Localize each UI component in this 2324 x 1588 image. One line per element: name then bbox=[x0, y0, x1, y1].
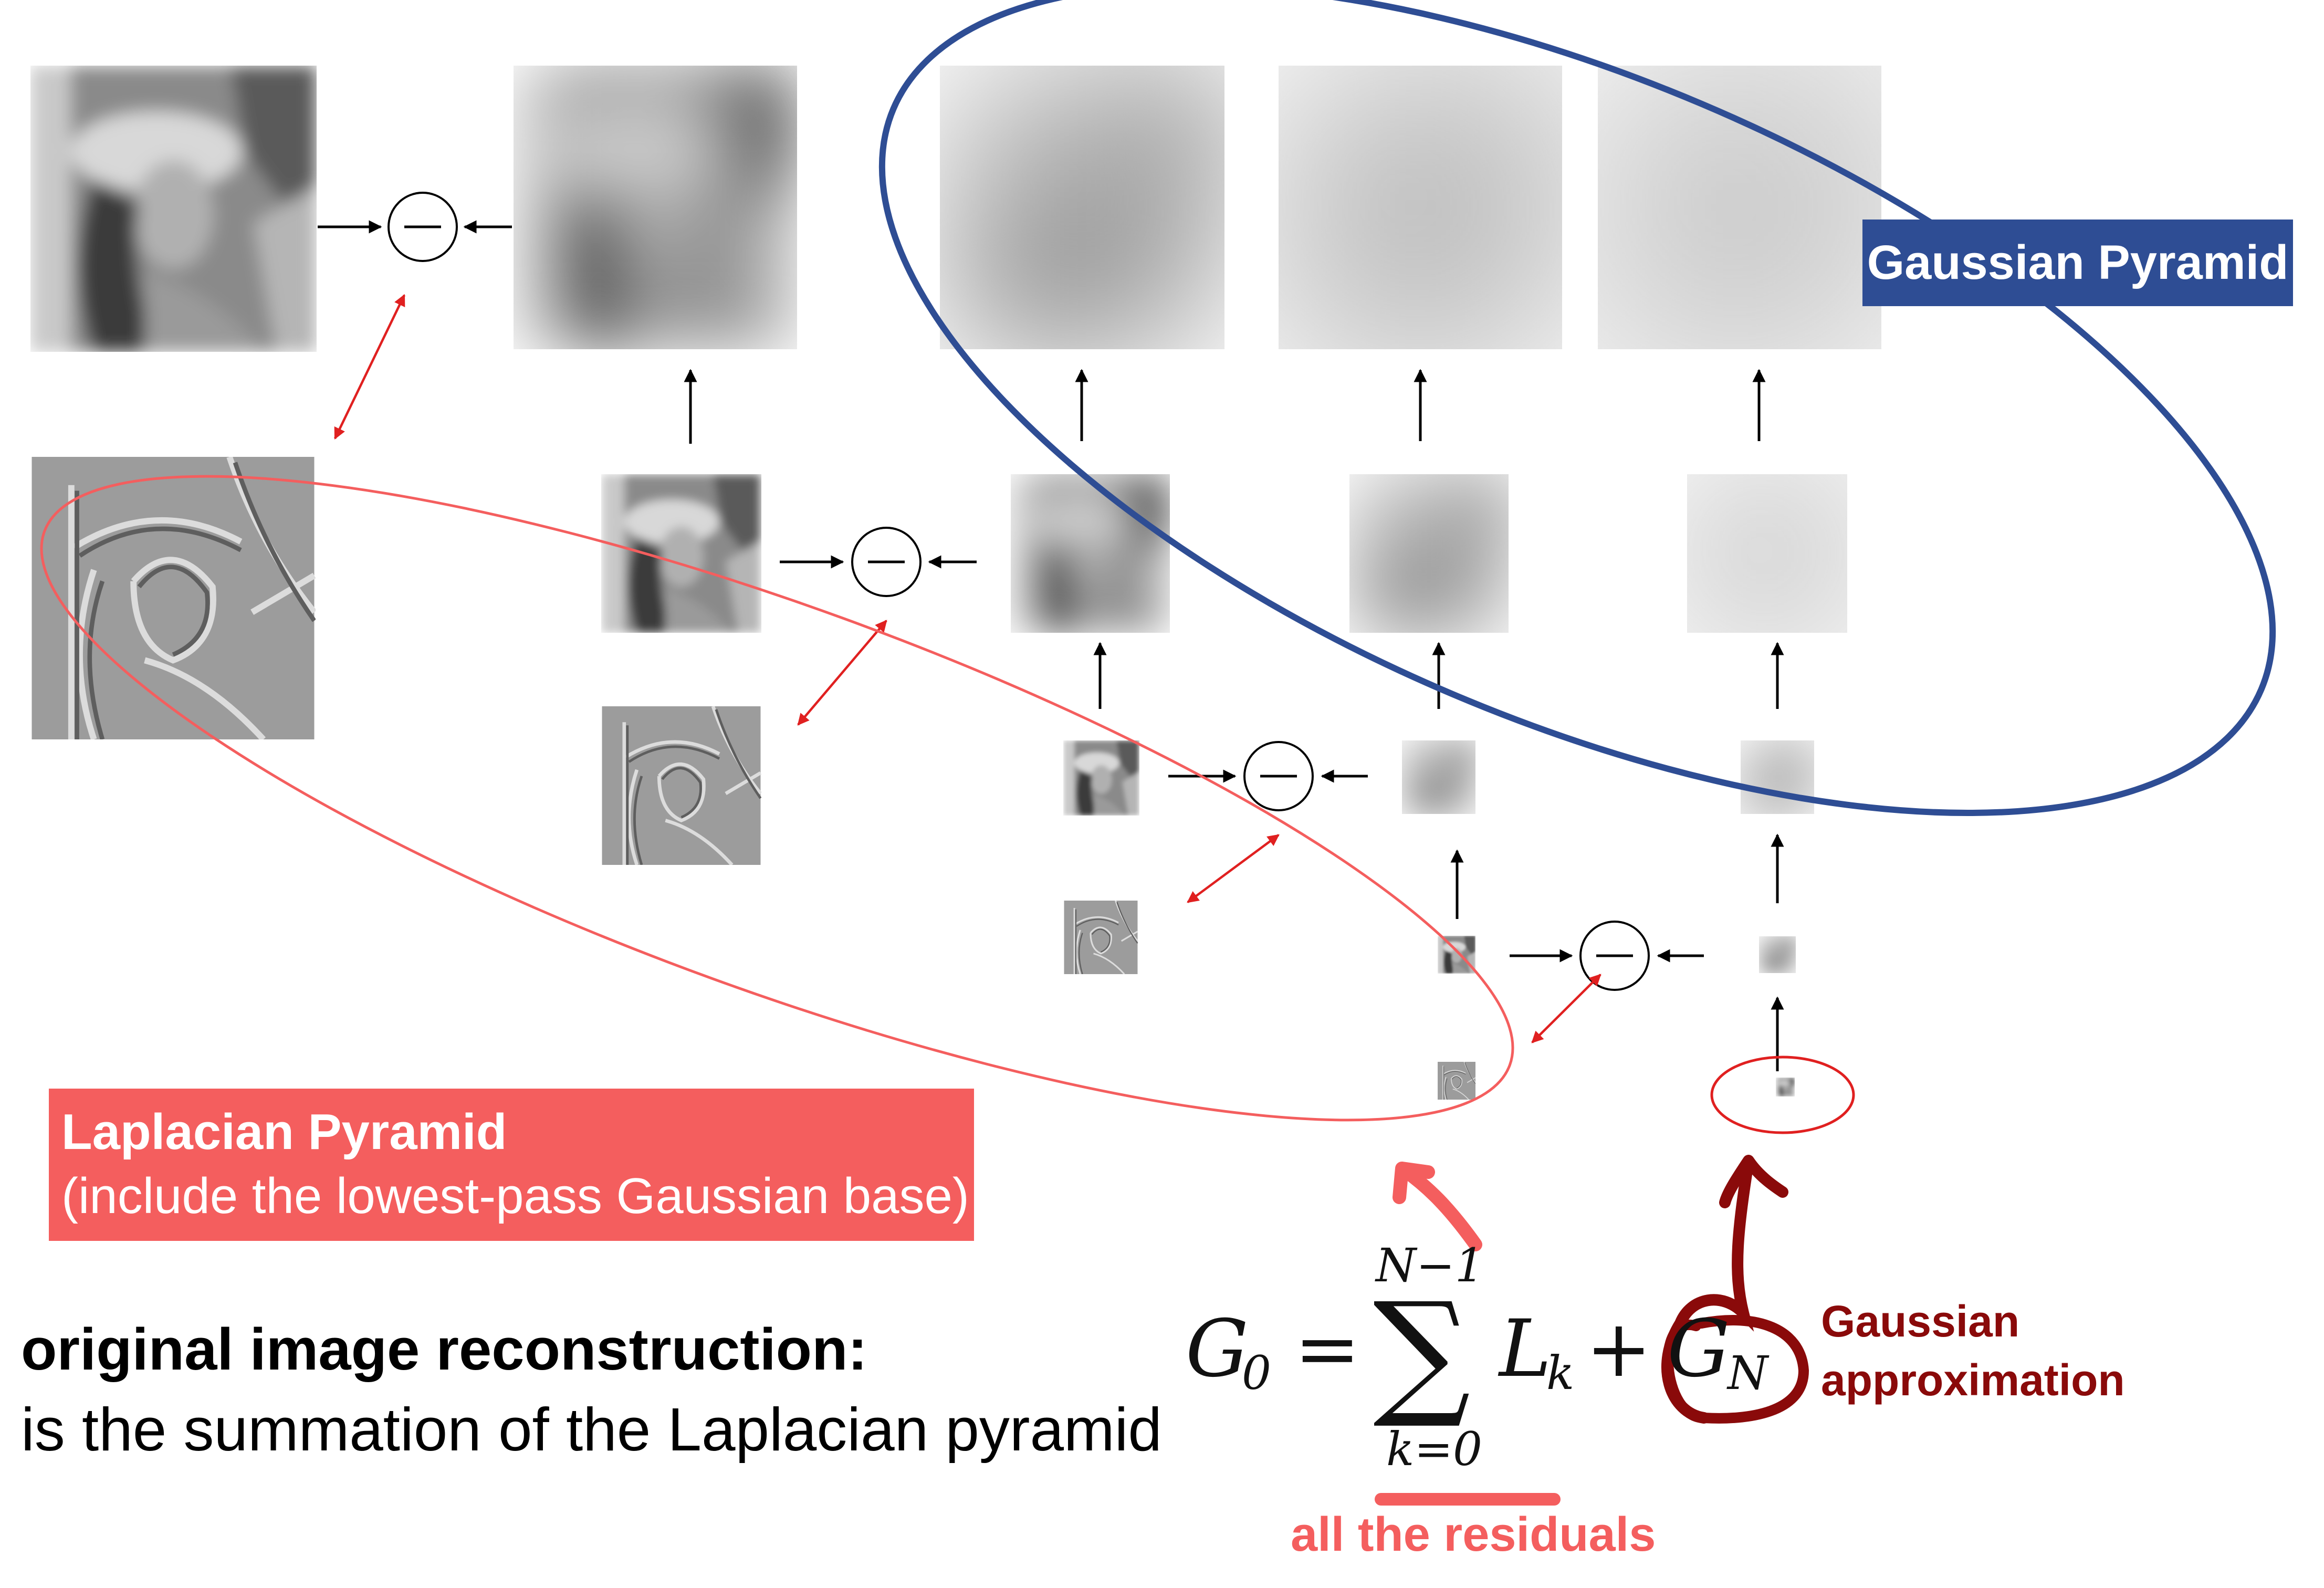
formula-lhs-sub: 0 bbox=[1242, 1346, 1271, 1400]
formula-term: L bbox=[1498, 1303, 1552, 1395]
formula-term-sub: k bbox=[1546, 1346, 1574, 1400]
image-g2-blur-row2 bbox=[1349, 474, 1509, 633]
gaussian-approximation-line1: Gaussian bbox=[1821, 1297, 2020, 1346]
image-g1 bbox=[602, 474, 761, 633]
image-laplacian-l3 bbox=[1438, 1062, 1475, 1100]
gaussian-base-outline bbox=[1710, 1056, 1855, 1134]
laplacian-pyramid-label: Laplacian Pyramid (include the lowest-pa… bbox=[49, 1089, 974, 1241]
laplacian-label-title: Laplacian Pyramid bbox=[61, 1104, 507, 1160]
image-original bbox=[30, 66, 317, 352]
image-gaussian-base bbox=[1776, 1078, 1795, 1096]
formula-gauss-term: G bbox=[1667, 1303, 1730, 1395]
reconstruction-body: is the summation of the Laplacian pyrami… bbox=[21, 1395, 1162, 1464]
formula-plus: + bbox=[1586, 1303, 1652, 1395]
subtract-operator-4 bbox=[1579, 921, 1650, 991]
image-g3-small-blur bbox=[1759, 936, 1796, 973]
subtract-operator-1 bbox=[388, 192, 458, 262]
image-g1-blur bbox=[1011, 474, 1170, 633]
gaussian-approximation-note: Gaussian approximation bbox=[1821, 1292, 2125, 1409]
image-g3-upsampled bbox=[1598, 66, 1881, 349]
formula-sum-lower: k=0 bbox=[1386, 1422, 1482, 1476]
formula-lhs: G bbox=[1186, 1303, 1249, 1395]
image-g3-blur-row3 bbox=[1741, 740, 1814, 814]
image-g3-blur-row2 bbox=[1688, 474, 1847, 633]
laplacian-label-subtitle: (include the lowest-pass Gaussian base) bbox=[61, 1168, 969, 1224]
image-laplacian-l2 bbox=[1063, 901, 1138, 974]
gaussian-approximation-line2: approximation bbox=[1821, 1355, 2125, 1405]
all-residuals-note: all the residuals bbox=[1291, 1508, 1656, 1561]
gaussian-pyramid-outline bbox=[878, 0, 2276, 817]
formula-sum-symbol: ∑ bbox=[1373, 1273, 1471, 1432]
formula-gauss-sub: N bbox=[1726, 1346, 1770, 1400]
formula-equals: = bbox=[1294, 1303, 1360, 1395]
image-g2-blur bbox=[1402, 740, 1475, 814]
formula-sum-upper: N−1 bbox=[1375, 1238, 1484, 1292]
image-g0-blur bbox=[514, 66, 797, 349]
gaussian-pyramid-label: Gaussian Pyramid bbox=[1862, 220, 2293, 306]
image-g3 bbox=[1438, 936, 1475, 974]
flow-arrows bbox=[318, 220, 1784, 1071]
reconstruction-formula: G 0 = N−1 ∑ k=0 L k + G N bbox=[1186, 1238, 1770, 1476]
image-g2 bbox=[1064, 740, 1139, 816]
laplacian-pyramid-outline bbox=[40, 475, 1514, 1122]
image-g2-upsampled bbox=[1279, 66, 1562, 349]
subtract-operator-2 bbox=[851, 527, 922, 597]
gaussian-term-circle bbox=[1662, 1315, 1809, 1424]
image-laplacian-l1 bbox=[602, 706, 761, 865]
subtract-operator-3 bbox=[1243, 741, 1314, 811]
residual-arrows bbox=[333, 294, 1601, 1043]
image-g1-upsampled bbox=[940, 66, 1224, 349]
reconstruction-title: original image reconstruction: bbox=[21, 1317, 867, 1382]
residual-pointer-arrow bbox=[1393, 1162, 1482, 1251]
